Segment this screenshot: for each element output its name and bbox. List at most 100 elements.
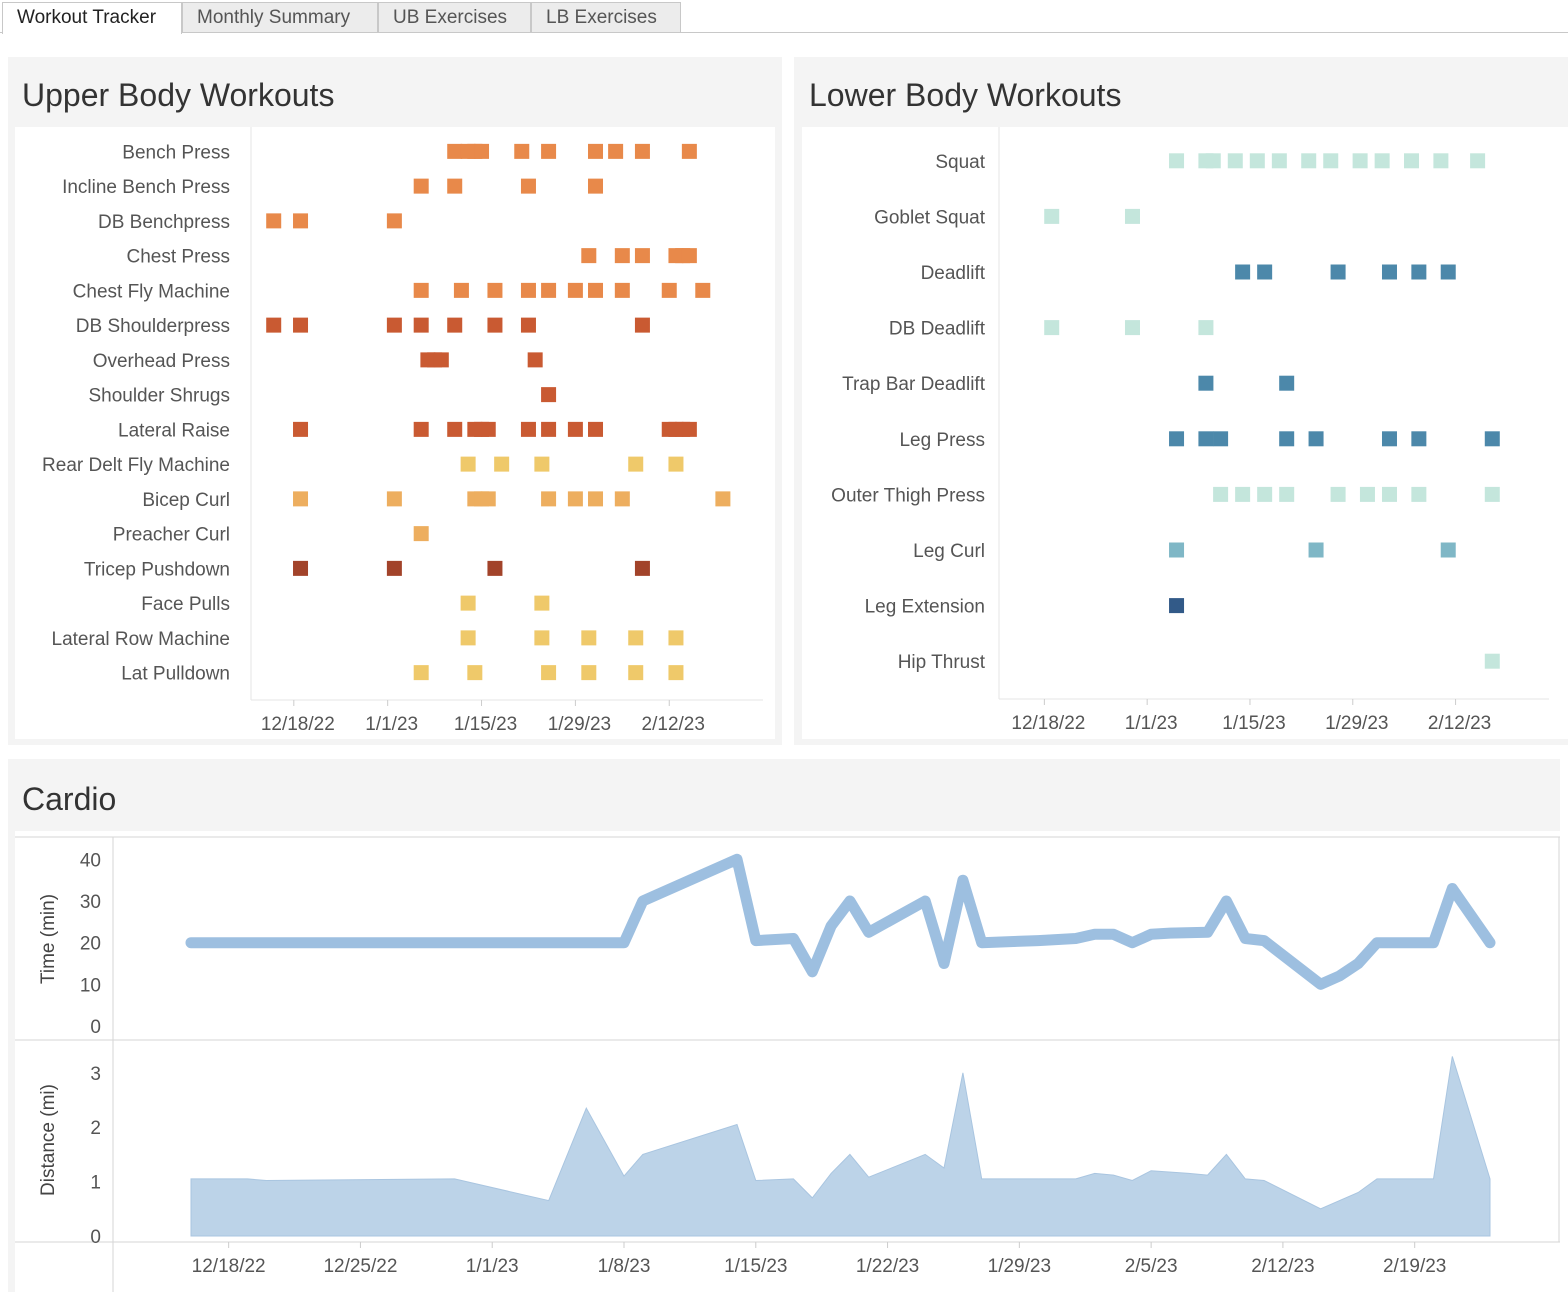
ub-row-label: DB Benchpress	[98, 212, 230, 233]
lb-mark-goblet-squat	[1125, 209, 1140, 224]
ub-mark-db-shoulderpress	[521, 318, 536, 333]
ub-mark-lat-pulldown	[668, 665, 683, 680]
tab-ub-exercises[interactable]: UB Exercises	[378, 2, 531, 32]
lb-mark-squat	[1353, 153, 1368, 168]
ub-mark-bench-press	[682, 144, 697, 159]
ub-mark-chest-press	[581, 248, 596, 263]
lb-mark-squat	[1272, 153, 1287, 168]
lb-row-label: Trap Bar Deadlift	[842, 374, 986, 395]
lb-mark-trap-bar-deadlift	[1198, 376, 1213, 391]
tab-workout-tracker[interactable]: Workout Tracker	[2, 2, 182, 34]
ub-mark-chest-press	[682, 248, 697, 263]
ub-mark-lateral-raise	[293, 422, 308, 437]
lb-mark-leg-extension	[1169, 598, 1184, 613]
ub-mark-incline-bench-press	[447, 179, 462, 194]
ub-mark-lateral-raise	[588, 422, 603, 437]
ub-mark-bicep-curl	[588, 491, 603, 506]
ub-mark-lateral-raise	[682, 422, 697, 437]
cardio-x-tick-label: 1/29/23	[988, 1256, 1051, 1277]
ub-mark-rear-delt-fly-machine	[461, 457, 476, 472]
lb-mark-leg-press	[1198, 431, 1213, 446]
ub-mark-bicep-curl	[481, 491, 496, 506]
lb-mark-squat	[1301, 153, 1316, 168]
lb-mark-db-deadlift	[1044, 320, 1059, 335]
ub-mark-db-benchpress	[293, 213, 308, 228]
lb-mark-squat	[1404, 153, 1419, 168]
ub-mark-db-shoulderpress	[266, 318, 281, 333]
ub-mark-bicep-curl	[615, 491, 630, 506]
ub-mark-db-shoulderpress	[447, 318, 462, 333]
ub-mark-chest-fly-machine	[487, 283, 502, 298]
ub-mark-incline-bench-press	[414, 179, 429, 194]
ub-row-label: Chest Fly Machine	[73, 281, 230, 302]
ub-mark-chest-fly-machine	[454, 283, 469, 298]
lb-mark-leg-press	[1411, 431, 1426, 446]
lb-mark-leg-press	[1309, 431, 1324, 446]
tab-monthly-summary[interactable]: Monthly Summary	[182, 2, 378, 32]
ub-mark-lateral-raise	[414, 422, 429, 437]
lb-x-tick-label: 1/15/23	[1222, 713, 1285, 734]
distance-y-tick-label: 3	[90, 1064, 101, 1085]
lb-mark-deadlift	[1235, 265, 1250, 280]
ub-mark-lat-pulldown	[541, 665, 556, 680]
lb-mark-db-deadlift	[1198, 320, 1213, 335]
ub-mark-db-shoulderpress	[487, 318, 502, 333]
ub-mark-lateral-row-machine	[461, 630, 476, 645]
lb-mark-squat	[1433, 153, 1448, 168]
time-y-tick-label: 20	[80, 934, 101, 955]
ub-mark-db-shoulderpress	[293, 318, 308, 333]
ub-mark-incline-bench-press	[588, 179, 603, 194]
ub-mark-db-benchpress	[266, 213, 281, 228]
cardio-title: Cardio	[22, 781, 116, 818]
lb-x-tick-label: 1/29/23	[1325, 713, 1388, 734]
time-y-tick-label: 30	[80, 892, 101, 913]
cardio-x-tick-label: 2/19/23	[1383, 1256, 1446, 1277]
lb-mark-outer-thigh-press	[1257, 487, 1272, 502]
cardio-x-tick-label: 1/8/23	[598, 1256, 651, 1277]
tab-lb-exercises[interactable]: LB Exercises	[531, 2, 681, 32]
ub-mark-bench-press	[541, 144, 556, 159]
distance-y-tick-label: 1	[90, 1173, 101, 1194]
ub-mark-db-shoulderpress	[635, 318, 650, 333]
ub-mark-lateral-row-machine	[534, 630, 549, 645]
lb-row-label: Goblet Squat	[874, 207, 986, 228]
lb-x-tick-label: 2/12/23	[1428, 713, 1491, 734]
ub-mark-overhead-press	[434, 352, 449, 367]
ub-x-tick-label: 1/29/23	[548, 714, 611, 735]
lb-row-label: Squat	[935, 152, 985, 173]
time-y-tick-label: 40	[80, 850, 101, 871]
ub-mark-chest-press	[635, 248, 650, 263]
lb-mark-hip-thrust	[1485, 654, 1500, 669]
lower-body-plot: Squat Goblet Squat Deadlift DB Deadlift Trap…	[802, 127, 1568, 739]
ub-mark-bench-press	[588, 144, 603, 159]
lb-mark-leg-press	[1169, 431, 1184, 446]
ub-mark-rear-delt-fly-machine	[534, 457, 549, 472]
ub-row-label: Overhead Press	[93, 351, 230, 372]
distance-axis-title: Distance (mi)	[38, 1084, 59, 1196]
ub-mark-lateral-row-machine	[628, 630, 643, 645]
lb-row-label: Leg Extension	[865, 597, 985, 618]
ub-mark-lateral-row-machine	[581, 630, 596, 645]
lb-mark-deadlift	[1331, 265, 1346, 280]
ub-x-tick-label: 1/1/23	[365, 714, 418, 735]
ub-mark-face-pulls	[534, 596, 549, 611]
ub-mark-bicep-curl	[387, 491, 402, 506]
lb-mark-leg-curl	[1169, 543, 1184, 558]
lb-row-label: DB Deadlift	[889, 319, 986, 340]
lb-row-label: Deadlift	[921, 263, 986, 284]
ub-mark-incline-bench-press	[521, 179, 536, 194]
lb-row-label: Outer Thigh Press	[831, 485, 985, 506]
distance-y-tick-label: 2	[90, 1118, 101, 1139]
lb-mark-deadlift	[1441, 265, 1456, 280]
lb-mark-leg-press	[1485, 431, 1500, 446]
lb-mark-outer-thigh-press	[1213, 487, 1228, 502]
lb-mark-leg-curl	[1441, 543, 1456, 558]
lower-body-title: Lower Body Workouts	[809, 77, 1121, 114]
lb-mark-outer-thigh-press	[1382, 487, 1397, 502]
tab-bar: Workout Tracker Monthly Summary UB Exerc…	[0, 0, 1568, 34]
lb-mark-squat	[1206, 153, 1221, 168]
